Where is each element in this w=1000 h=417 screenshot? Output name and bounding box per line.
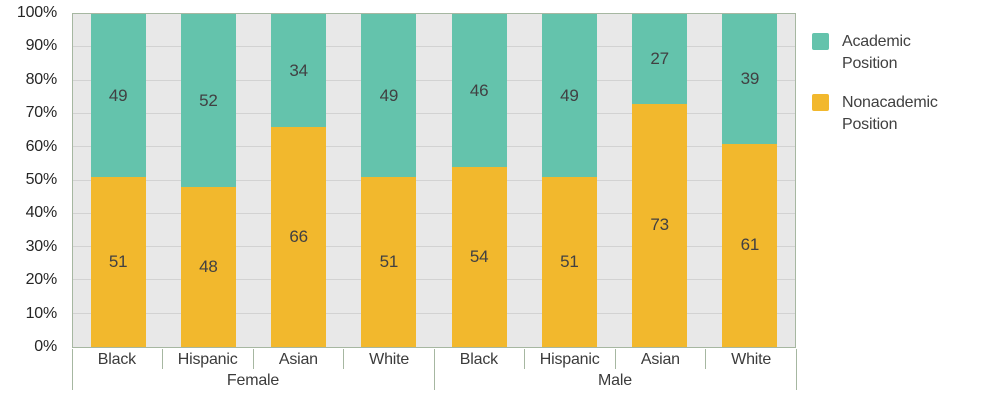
academic-segment: 34 <box>271 14 327 128</box>
gridline <box>73 279 795 281</box>
value-label: 34 <box>289 60 308 80</box>
group-boundary-line <box>72 349 73 390</box>
stacked-bar: 52 48 <box>180 14 236 347</box>
legend: Academic Position Nonacademic Position <box>812 33 954 155</box>
nonacademic-segment: 61 <box>722 143 778 347</box>
legend-label: Nonacademic Position <box>842 94 938 133</box>
y-tick-label: 50% <box>25 171 58 188</box>
legend-item-academic: Academic Position <box>812 33 954 75</box>
value-label: 39 <box>740 68 760 88</box>
academic-swatch-icon <box>812 33 829 50</box>
category-label: White <box>369 351 410 368</box>
category-label: Asian <box>616 349 707 369</box>
y-tick-label: 70% <box>25 104 58 122</box>
gridline <box>73 146 795 148</box>
academic-segment: 39 <box>722 14 778 144</box>
academic-segment: 49 <box>541 14 597 178</box>
nonacademic-segment: 51 <box>90 177 146 347</box>
academic-segment: 52 <box>180 14 236 188</box>
y-tick-label: 90% <box>25 37 58 55</box>
plot-area: 49 51 52 48 34 66 49 51 46 54 49 51 27 73 39 61 <box>72 13 796 348</box>
nonacademic-segment: 73 <box>632 103 688 347</box>
academic-segment: 27 <box>632 14 688 104</box>
bar-cell: 46 54 <box>434 14 524 347</box>
gridline <box>73 312 795 314</box>
bar-cell: 49 51 <box>524 14 614 347</box>
bar-cell: 49 51 <box>344 14 434 347</box>
value-label: 27 <box>650 48 669 68</box>
nonacademic-swatch-icon <box>812 94 829 111</box>
category-axis: Black Hispanic Asian White Black Hispanic Asia… <box>72 349 796 369</box>
group-axis: Female Male <box>72 369 796 390</box>
stacked-bar: 27 73 <box>632 14 688 347</box>
y-tick-label: 100% <box>16 4 57 21</box>
bar-cell: 27 73 <box>615 14 705 347</box>
group-label: Female <box>226 372 280 389</box>
nonacademic-segment: 51 <box>361 177 417 347</box>
y-tick-label: 30% <box>25 237 58 255</box>
value-label: 49 <box>108 85 128 105</box>
stacked-bar: 34 66 <box>271 14 327 347</box>
group-boundary-line <box>434 349 435 390</box>
y-tick-label: 20% <box>25 271 58 289</box>
stacked-bar: 39 61 <box>722 14 778 347</box>
value-label: 52 <box>199 90 218 110</box>
stacked-bar: 49 51 <box>361 14 417 347</box>
y-tick-label: 0% <box>34 338 57 355</box>
stacked-bar: 49 51 <box>90 14 146 347</box>
bar-cell: 39 61 <box>705 14 795 347</box>
gridline <box>73 79 795 81</box>
value-label: 73 <box>650 215 669 235</box>
gridline <box>73 179 795 181</box>
gridline <box>73 112 795 114</box>
nonacademic-segment: 66 <box>271 127 327 347</box>
gridline <box>73 46 795 48</box>
nonacademic-segment: 48 <box>180 187 236 347</box>
y-axis: 100% 90% 80% 70% 60% 50% 40% 30% 20% 10% 0% <box>0 5 58 355</box>
category-label: Hispanic <box>163 349 254 369</box>
nonacademic-segment: 54 <box>451 167 507 347</box>
category-label: Black <box>72 349 163 369</box>
bar-cell: 52 48 <box>163 14 253 347</box>
value-label: 51 <box>108 252 128 272</box>
gridline <box>73 212 795 214</box>
value-label: 51 <box>379 252 399 272</box>
legend-item-nonacademic: Nonacademic Position <box>812 94 954 136</box>
bars-row: 49 51 52 48 34 66 49 51 46 54 49 51 27 73 39 61 <box>73 14 795 347</box>
value-label: 51 <box>560 252 579 272</box>
y-tick-label: 60% <box>25 137 58 155</box>
x-axis: Black Hispanic Asian White Black Hispanic Asia… <box>72 349 797 390</box>
group-label: Male <box>598 372 632 389</box>
value-label: 49 <box>560 85 579 105</box>
y-tick-label: 80% <box>25 70 58 88</box>
academic-segment: 46 <box>451 14 507 168</box>
value-label: 66 <box>289 227 308 247</box>
bar-cell: 34 66 <box>254 14 344 347</box>
stacked-bar: 49 51 <box>541 14 597 347</box>
value-label: 46 <box>469 80 489 100</box>
value-label: 48 <box>199 257 218 277</box>
academic-segment: 49 <box>361 14 417 178</box>
value-label: 54 <box>469 247 489 267</box>
stacked-bar: 46 54 <box>451 14 507 347</box>
legend-label: Academic Position <box>842 33 911 72</box>
category-label: Black <box>434 349 525 369</box>
gridline <box>73 246 795 248</box>
academic-segment: 49 <box>90 14 146 178</box>
category-label: White <box>731 351 772 368</box>
value-label: 49 <box>379 85 399 105</box>
bar-cell: 49 51 <box>73 14 163 347</box>
nonacademic-segment: 51 <box>541 177 597 347</box>
category-label: Asian <box>254 349 345 369</box>
y-tick-label: 40% <box>25 204 58 222</box>
category-label: Hispanic <box>525 349 616 369</box>
group-boundary-line <box>796 349 797 390</box>
value-label: 61 <box>740 235 760 255</box>
y-tick-label: 10% <box>25 304 58 322</box>
